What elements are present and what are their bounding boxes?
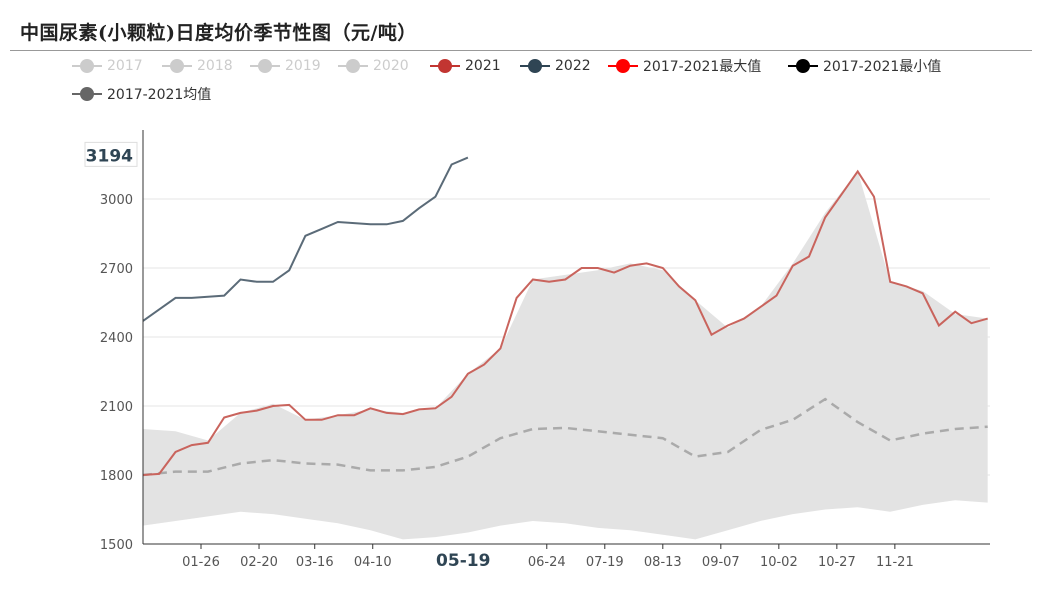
legend-marker-icon [338,56,368,76]
x-tick-label: 02-20 [240,555,278,570]
legend-label: 2017-2021最小值 [823,59,942,75]
min-max-band [143,171,988,540]
legend-marker-icon [430,56,460,76]
legend-marker-icon [72,84,102,104]
legend-item-6[interactable]: 2022 [520,56,591,76]
legend-marker-icon [72,56,102,76]
legend-label: 2022 [555,58,591,74]
legend-label: 2020 [373,58,409,74]
series-line-2022 [142,156,469,322]
y-tick-label: 2700 [100,262,133,277]
y-tick-label: 2400 [100,331,133,346]
x-pointer-label: 05-19 [436,551,490,571]
series-line-2021 [142,169,988,476]
x-tick-label: 10-02 [760,555,798,570]
legend-item-9[interactable]: 2017-2021均值 [72,84,211,104]
legend-label: 2021 [465,58,501,74]
legend-label: 2017 [107,58,143,74]
x-tick-label: 11-21 [876,555,914,570]
series-line-mean [142,397,988,477]
legend-marker-icon [250,56,280,76]
x-tick-label: 04-10 [354,555,392,570]
legend-item-8[interactable]: 2017-2021最小值 [788,56,941,76]
y-pointer-label: 3194 [86,146,133,166]
x-tick-label: 03-16 [296,555,334,570]
legend-item-4[interactable]: 2020 [338,56,409,76]
x-tick-label: 01-26 [182,555,220,570]
legend-item-2[interactable]: 2018 [162,56,233,76]
title-divider [10,50,1032,51]
legend-marker-icon [520,56,550,76]
legend-item-1[interactable]: 2017 [72,56,143,76]
x-tick-label: 08-13 [644,555,682,570]
legend-marker-icon [788,56,818,76]
legend-marker-icon [162,56,192,76]
x-pointer-bg [425,546,502,572]
y-tick-label: 1800 [100,469,133,484]
x-tick-label: 07-19 [586,555,624,570]
legend-item-7[interactable]: 2017-2021最大值 [608,56,761,76]
x-tick-label: 06-24 [528,555,566,570]
y-tick-label: 3000 [100,193,133,208]
legend-marker-icon [608,56,638,76]
legend-label: 2018 [197,58,233,74]
legend-item-3[interactable]: 2019 [250,56,321,76]
legend-label: 2019 [285,58,321,74]
legend-label: 2017-2021均值 [107,87,212,103]
chart-title: 中国尿素(小颗粒)日度均价季节性图（元/吨） [20,22,417,44]
legend-label: 2017-2021最大值 [643,59,762,75]
y-tick-label: 2100 [100,400,133,415]
legend-item-5[interactable]: 2021 [430,56,501,76]
x-tick-label: 10-27 [818,555,856,570]
y-tick-label: 1500 [100,538,133,553]
y-pointer-box [84,141,138,167]
x-tick-label: 09-07 [702,555,740,570]
